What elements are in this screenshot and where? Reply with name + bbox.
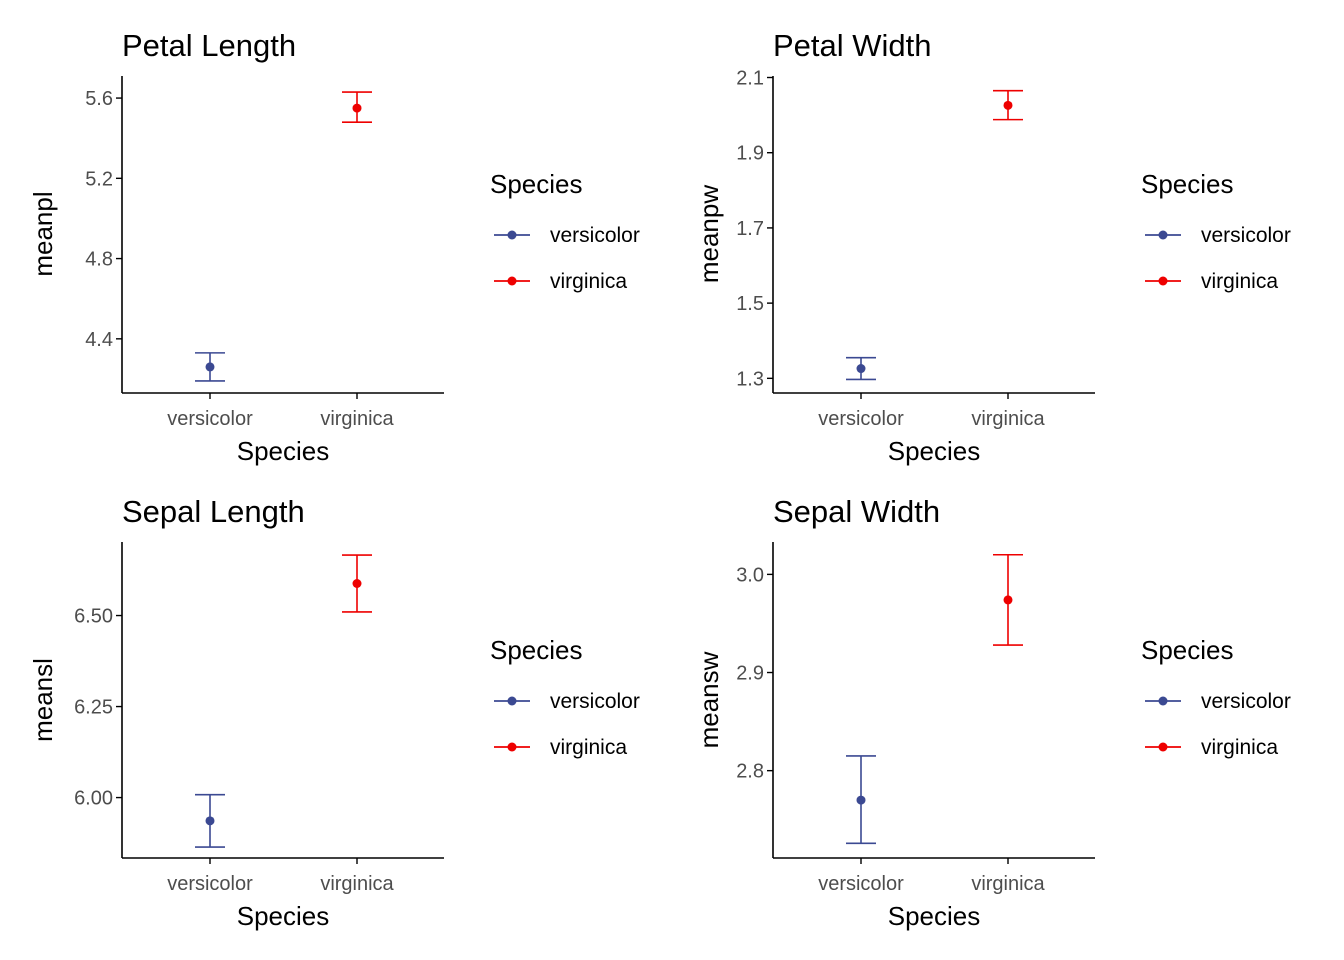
legend-title: Species (490, 635, 583, 665)
x-tick-label: virginica (971, 873, 1045, 895)
chart-title: Sepal Length (122, 494, 305, 529)
legend-title: Species (1141, 169, 1234, 199)
legend-key-point (507, 696, 517, 706)
legend: Species versicolor virginica (1141, 635, 1291, 759)
legend-label: versicolor (550, 224, 640, 247)
y-tick-label: 1.9 (736, 143, 764, 165)
y-tick-label: 2.9 (736, 663, 764, 685)
y-tick-label: 4.8 (85, 249, 113, 271)
y-tick-label: 2.8 (736, 761, 764, 783)
data-point (352, 103, 362, 113)
legend-key-point (1158, 230, 1168, 240)
y-tick-label: 2.1 (736, 68, 764, 90)
y-tick-label: 5.2 (85, 168, 113, 190)
chart-title: Petal Width (773, 28, 932, 63)
chart-panel: Petal Width 1.3 1.5 1.7 1.9 2.1 versicolor virg… (694, 28, 1291, 466)
x-axis-title: Species (237, 901, 330, 931)
y-tick-label: 6.25 (74, 697, 113, 719)
y-tick-label: 6.50 (74, 606, 113, 628)
legend-label: virginica (550, 736, 627, 759)
chart-title: Sepal Width (773, 494, 940, 529)
chart-panel: Sepal Length 6.00 6.25 6.50 versicolor virgin… (28, 494, 640, 931)
x-tick-label: versicolor (167, 873, 253, 895)
legend-label: versicolor (1201, 690, 1291, 713)
legend-label: virginica (1201, 736, 1278, 759)
legend-key-point (1158, 742, 1168, 752)
y-tick-label: 1.5 (736, 293, 764, 315)
chart-panel: Petal Length 4.4 4.8 5.2 5.6 versicolor virgin… (28, 28, 640, 466)
y-tick-label: 1.3 (736, 368, 764, 390)
y-axis-title: meanpw (694, 185, 724, 283)
legend-title: Species (490, 169, 583, 199)
x-tick-label: versicolor (167, 408, 253, 430)
legend-label: versicolor (1201, 224, 1291, 247)
data-point (205, 816, 215, 826)
legend: Species versicolor virginica (490, 635, 640, 759)
legend: Species versicolor virginica (490, 169, 640, 293)
x-axis-title: Species (888, 901, 981, 931)
legend-key-point (1158, 276, 1168, 286)
data-point (856, 364, 866, 374)
y-axis-title: meansl (28, 658, 58, 742)
legend-label: virginica (550, 270, 627, 293)
y-axis-title: meanpl (28, 191, 58, 276)
y-tick-label: 3.0 (736, 564, 764, 586)
x-tick-label: virginica (971, 408, 1045, 430)
legend: Species versicolor virginica (1141, 169, 1291, 293)
data-point (1003, 100, 1013, 110)
data-point (352, 579, 362, 589)
x-tick-label: virginica (320, 873, 394, 895)
legend-key-point (1158, 696, 1168, 706)
data-point (1003, 595, 1013, 605)
y-axis-title: meansw (694, 651, 724, 748)
legend-label: versicolor (550, 690, 640, 713)
x-tick-label: versicolor (818, 873, 904, 895)
y-tick-label: 6.00 (74, 788, 113, 810)
x-tick-label: versicolor (818, 408, 904, 430)
chart-title: Petal Length (122, 28, 296, 63)
legend-title: Species (1141, 635, 1234, 665)
y-tick-label: 1.7 (736, 218, 764, 240)
y-tick-label: 5.6 (85, 88, 113, 110)
data-point (856, 795, 866, 805)
data-point (205, 362, 215, 372)
x-axis-title: Species (888, 436, 981, 466)
x-axis-title: Species (237, 436, 330, 466)
legend-key-point (507, 742, 517, 752)
legend-key-point (507, 276, 517, 286)
legend-label: virginica (1201, 270, 1278, 293)
y-tick-label: 4.4 (85, 329, 113, 351)
legend-key-point (507, 230, 517, 240)
x-tick-label: virginica (320, 408, 394, 430)
